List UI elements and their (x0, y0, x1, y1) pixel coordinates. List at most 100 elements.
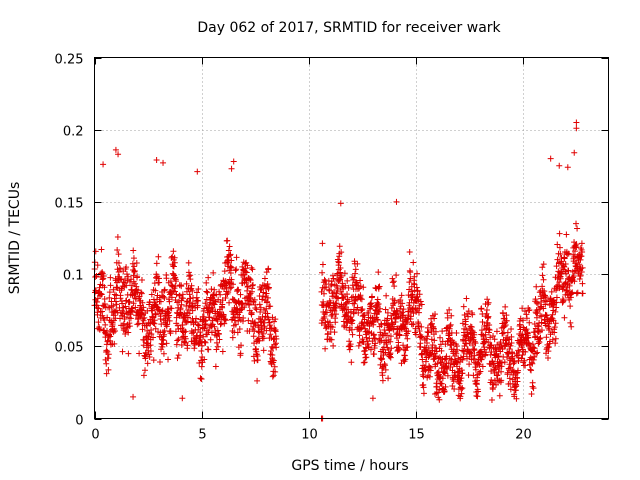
data-point (117, 266, 124, 273)
data-point (457, 377, 464, 384)
data-point (228, 284, 235, 291)
data-point (272, 368, 279, 375)
data-point (134, 321, 141, 328)
data-point (465, 308, 472, 315)
data-point (431, 315, 438, 322)
data-point (161, 331, 168, 338)
data-point (253, 348, 260, 355)
data-point (492, 354, 499, 361)
data-point (481, 346, 488, 353)
data-point (479, 363, 486, 370)
data-point (247, 277, 254, 284)
data-point (141, 314, 148, 321)
data-point (198, 348, 205, 355)
data-point (356, 332, 363, 339)
data-point (577, 256, 584, 263)
data-point (498, 377, 505, 384)
data-point (193, 294, 200, 301)
data-point (459, 356, 466, 363)
data-point (490, 360, 497, 367)
data-point (232, 321, 239, 328)
data-point (491, 336, 498, 343)
data-point (131, 268, 138, 275)
data-point (569, 274, 576, 281)
data-point (175, 336, 182, 343)
data-point (525, 307, 532, 314)
data-point (271, 341, 278, 348)
data-point (348, 359, 355, 366)
data-point (209, 307, 216, 314)
data-point (206, 314, 213, 321)
data-point (369, 293, 376, 300)
data-point (471, 352, 478, 359)
data-point (402, 347, 409, 354)
data-point (381, 360, 388, 367)
data-point (107, 341, 114, 348)
data-point (240, 315, 247, 322)
data-point (529, 360, 536, 367)
data-point (471, 338, 478, 345)
data-point (542, 294, 549, 301)
data-point (211, 298, 218, 305)
data-point (170, 248, 177, 255)
data-point (140, 304, 147, 311)
data-point (402, 356, 409, 363)
data-point (343, 324, 350, 331)
data-point (110, 302, 117, 309)
data-point (577, 272, 584, 279)
data-point (239, 263, 246, 270)
data-point (115, 269, 122, 276)
data-point (574, 225, 581, 232)
data-point (519, 305, 526, 312)
data-point (237, 291, 244, 298)
data-point (174, 322, 181, 329)
data-point (332, 311, 339, 318)
data-point (161, 294, 168, 301)
data-point (421, 336, 428, 343)
data-point (166, 298, 173, 305)
data-point (203, 288, 210, 295)
data-point (131, 268, 138, 275)
data-point (579, 249, 586, 256)
data-point (109, 319, 116, 326)
data-point (405, 328, 412, 335)
data-point (448, 312, 455, 319)
data-point (145, 351, 152, 358)
data-point (264, 294, 271, 301)
data-point (226, 252, 233, 259)
data-point (132, 295, 139, 302)
data-point (179, 322, 186, 329)
data-point (447, 342, 454, 349)
data-point (576, 261, 583, 268)
data-point (143, 322, 150, 329)
data-point (180, 295, 187, 302)
data-point (198, 375, 205, 382)
data-point (140, 372, 147, 379)
data-point (541, 292, 548, 299)
data-point (417, 343, 424, 350)
data-point (262, 293, 269, 300)
data-point (568, 290, 575, 297)
data-point (216, 288, 223, 295)
data-point (270, 372, 277, 379)
data-point (539, 283, 546, 290)
data-point (271, 363, 278, 370)
data-point (390, 323, 397, 330)
data-point (355, 342, 362, 349)
data-point (130, 393, 137, 400)
data-point (561, 255, 568, 262)
data-point (249, 266, 256, 273)
y-tick-label: 0.2 (63, 125, 84, 140)
data-point (378, 355, 385, 362)
data-point (566, 282, 573, 289)
data-point (226, 299, 233, 306)
data-point (171, 254, 178, 261)
data-point (552, 335, 559, 342)
data-point (354, 304, 361, 311)
data-point (161, 286, 168, 293)
data-point (534, 322, 541, 329)
y-tick-label: 0 (75, 414, 83, 429)
data-point (160, 293, 167, 300)
data-point (163, 275, 170, 282)
